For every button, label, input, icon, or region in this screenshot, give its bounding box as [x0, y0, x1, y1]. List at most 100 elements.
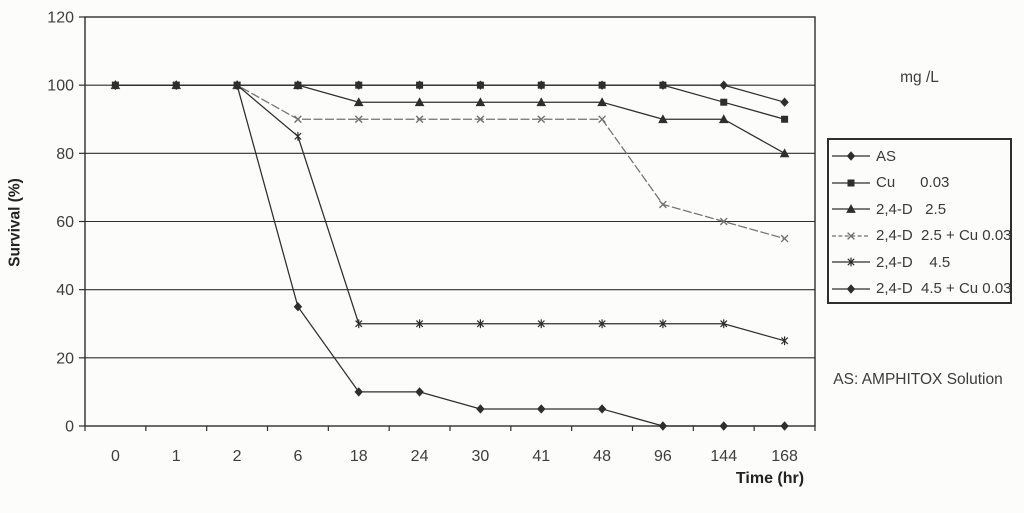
- legend-item-2-4-d-2-5-cu-0-03: 2,4-D 2.5 + Cu 0.03: [829, 223, 1012, 250]
- x-tick-label: 18: [350, 448, 368, 465]
- legend-item-label: Cu 0.03: [876, 174, 950, 192]
- legend-item-2-4-d-2-5: 2,4-D 2.5: [829, 196, 1010, 223]
- x-tick-label: 144: [710, 448, 737, 465]
- marker-2-4-d-2-5-cu-0-03: [719, 217, 728, 226]
- series-line-2-4-d-4-5-cu-0-03: [115, 84, 785, 427]
- x-tick-label: 0: [111, 448, 120, 465]
- series-line-2-4-d-4-5: [115, 84, 785, 342]
- marker-2-4-d-2-5: [353, 97, 364, 107]
- marker-2-4-d-4-5-cu-0-03: [354, 387, 363, 397]
- marker-2-4-d-2-5: [658, 114, 668, 124]
- x-tick-label: 48: [593, 448, 611, 465]
- marker-2-4-d-4-5: [355, 320, 363, 328]
- marker-as: [780, 97, 789, 107]
- marker-cu-0-03: [537, 81, 545, 89]
- marker-2-4-d-2-5-cu-0-03: [659, 200, 667, 209]
- legend-item-2-4-d-4-5-cu-0-03: 2,4-D 4.5 + Cu 0.03: [829, 276, 1012, 303]
- marker-2-4-d-4-5-cu-0-03: [111, 80, 120, 90]
- marker-2-4-d-2-5: [536, 97, 547, 107]
- marker-2-4-d-2-5-cu-0-03: [537, 115, 546, 124]
- note-text: AS: AMPHITOX Solution: [833, 371, 1003, 388]
- marker-2-4-d-4-5-cu-0-03: [415, 387, 424, 397]
- marker-2-4-d-2-5-cu-0-03: [780, 234, 789, 243]
- series-line-2-4-d-2-5: [115, 84, 785, 154]
- x-tick-label: 96: [654, 448, 672, 465]
- marker-2-4-d-2-5: [779, 148, 790, 158]
- marker-2-4-d-4-5-cu-0-03: [476, 404, 485, 414]
- marker-cu-0-03: [659, 81, 667, 89]
- marker-cu-0-03: [355, 81, 363, 89]
- y-tick-label: 20: [56, 350, 74, 367]
- y-tick-label: 40: [56, 282, 74, 299]
- legend-item-2-4-d-4-5: 2,4-D 4.5: [829, 249, 1010, 276]
- y-axis-title: Survival (%): [6, 178, 24, 267]
- legend-sample-cu-0-03: [832, 179, 870, 187]
- marker-2-4-d-4-5: [537, 320, 545, 328]
- series-line-2-4-d-2-5-cu-0-03: [115, 84, 785, 240]
- marker-2-4-d-4-5-cu-0-03: [172, 80, 181, 90]
- marker-2-4-d-2-5-cu-0-03: [354, 115, 363, 124]
- series-2-4-d-4-5: [111, 80, 789, 346]
- marker-2-4-d-4-5-cu-0-03: [658, 421, 668, 431]
- legend-box: AS Cu 0.03 2,4-D 2.5 2,4-D 2.5 + Cu 0.03 2,4…: [827, 138, 1012, 304]
- legend-sample-2-4-d-2-5: [832, 204, 870, 214]
- x-tick-label: 6: [293, 448, 302, 465]
- marker-2-4-d-4-5: [659, 320, 667, 328]
- y-tick-label: 120: [47, 10, 74, 27]
- marker-2-4-d-2-5: [718, 114, 729, 124]
- marker-2-4-d-4-5: [598, 320, 606, 328]
- marker-2-4-d-2-5-cu-0-03: [476, 115, 485, 124]
- legend-item-label: AS: [876, 147, 897, 165]
- y-tick-label: 0: [65, 419, 74, 436]
- series-as: [111, 80, 789, 107]
- marker-2-4-d-4-5-cu-0-03: [232, 80, 242, 90]
- legend-marker-x-icon: [847, 231, 855, 240]
- marker-2-4-d-4-5-cu-0-03: [537, 404, 546, 414]
- marker-2-4-d-4-5-cu-0-03: [597, 404, 607, 414]
- marker-as: [719, 80, 728, 90]
- marker-2-4-d-2-5-cu-0-03: [294, 115, 302, 124]
- marker-2-4-d-2-5: [414, 97, 425, 107]
- unit-label: mg /L: [900, 69, 939, 86]
- marker-cu-0-03: [598, 81, 606, 89]
- y-tick-label: 80: [56, 146, 74, 163]
- marker-2-4-d-4-5: [294, 132, 302, 140]
- marker-2-4-d-2-5-cu-0-03: [598, 115, 606, 124]
- legend-marker-diamond-icon: [846, 151, 856, 161]
- marker-cu-0-03: [416, 81, 424, 89]
- legend-item-label: 2,4-D 2.5 + Cu 0.03: [876, 227, 1012, 245]
- series-2-4-d-4-5-cu-0-03: [111, 80, 789, 431]
- marker-2-4-d-4-5-cu-0-03: [293, 302, 303, 312]
- legend-marker-star-icon: [847, 258, 855, 266]
- marker-2-4-d-4-5: [476, 320, 485, 328]
- y-tick-label: 100: [47, 78, 74, 95]
- y-tick-label: 60: [56, 214, 74, 231]
- x-tick-label: 24: [411, 448, 429, 465]
- legend-sample-2-4-d-2-5-cu-0-03: [832, 231, 870, 240]
- marker-2-4-d-2-5-cu-0-03: [415, 115, 424, 124]
- legend-sample-2-4-d-4-5: [832, 257, 870, 267]
- marker-2-4-d-2-5: [475, 97, 486, 107]
- legend-item-as: AS: [829, 143, 1010, 170]
- legend-sample-as: [832, 151, 870, 161]
- series-2-4-d-2-5-cu-0-03: [111, 81, 789, 243]
- legend-marker-triangle-icon: [846, 204, 856, 214]
- x-tick-label: 1: [172, 448, 181, 465]
- marker-cu-0-03: [294, 81, 302, 89]
- legend-sample-2-4-d-4-5-cu-0-03: [832, 284, 870, 294]
- marker-cu-0-03: [781, 115, 789, 123]
- x-tick-label: 168: [771, 448, 798, 465]
- x-tick-label: 2: [233, 448, 242, 465]
- marker-2-4-d-2-5: [597, 97, 607, 107]
- marker-2-4-d-4-5-cu-0-03: [780, 421, 789, 431]
- marker-2-4-d-4-5: [415, 320, 424, 328]
- x-axis-title: Time (hr): [735, 470, 805, 487]
- marker-cu-0-03: [476, 81, 484, 89]
- legend-item-cu-0-03: Cu 0.03: [829, 170, 1010, 197]
- x-tick-label: 41: [532, 448, 550, 465]
- marker-2-4-d-4-5: [720, 320, 728, 328]
- series-line-as: [115, 84, 785, 103]
- marker-2-4-d-4-5: [780, 337, 789, 345]
